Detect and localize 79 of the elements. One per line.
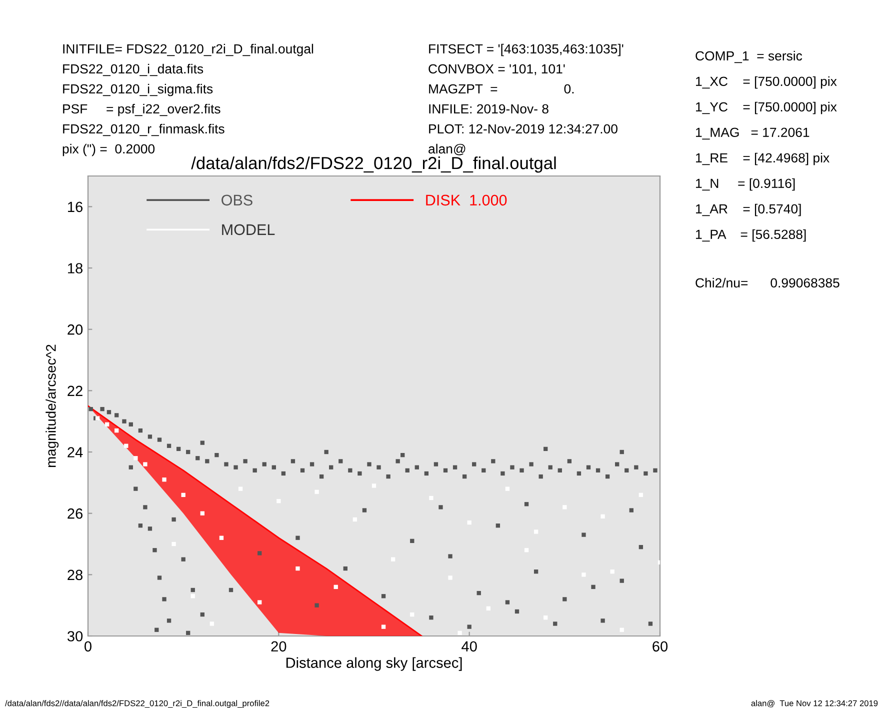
point <box>143 462 148 466</box>
point <box>238 486 243 491</box>
point <box>600 514 605 518</box>
x-tick-label: 20 <box>271 641 286 652</box>
x-tick-label: 60 <box>652 641 668 652</box>
point <box>638 492 644 498</box>
point <box>210 622 214 626</box>
text: alan@ Tue Nov 12 12:34:27 2019 <box>751 700 878 708</box>
y-tick-label: 26 <box>68 508 82 519</box>
point <box>534 530 538 534</box>
text: Chi2/nu= 0.99068385 <box>696 278 840 288</box>
point <box>124 444 128 448</box>
x-tick-label: 40 <box>462 641 477 652</box>
text: PSF = psf_i22_over2.fits <box>63 104 220 116</box>
legend-label: MODEL <box>222 224 275 236</box>
point <box>104 422 110 426</box>
text: CONVBOX = '101, 101' <box>428 64 565 76</box>
point <box>219 536 224 540</box>
y-tick-label: 22 <box>68 386 82 396</box>
point <box>448 576 452 580</box>
point <box>314 490 319 494</box>
point <box>562 505 567 510</box>
point <box>352 517 358 522</box>
text: FITSECT = '[463:1035,463:1035]' <box>429 44 624 56</box>
text: 1_AR = [0.5740] <box>696 204 801 216</box>
point <box>190 594 195 598</box>
text: COMP_1 = sersic <box>696 50 802 64</box>
point <box>200 511 204 516</box>
text: PLOT: 12-Nov-2019 12:34:27.00 <box>429 124 618 134</box>
text: INFILE: 2019-Nov- 8 <box>429 104 548 114</box>
point <box>372 484 376 488</box>
text: FDS22_0120_i_sigma.fits <box>63 84 213 96</box>
legend-label: DISK 1.000 <box>426 194 507 206</box>
point <box>610 570 614 574</box>
legend-label: OBS <box>222 194 252 206</box>
point <box>276 498 281 504</box>
point <box>114 428 119 433</box>
point <box>258 600 262 604</box>
point <box>429 496 434 500</box>
text: MAGZPT = 0. <box>429 84 574 94</box>
y-axis-title: magnitude/arcsec^2 <box>46 344 59 468</box>
x-tick-label: 0 <box>84 641 92 652</box>
y-tick-label: 20 <box>68 324 83 335</box>
point <box>544 616 548 620</box>
y-tick-label: 30 <box>67 631 83 642</box>
text: 1_N = [0.9116] <box>696 178 795 191</box>
point <box>582 572 586 577</box>
point <box>467 520 472 525</box>
point <box>334 584 338 590</box>
x-axis-title: Distance along sky [arcsec] <box>286 657 462 671</box>
point <box>486 606 490 610</box>
point <box>458 630 462 636</box>
text: FDS22_0120_i_data.fits <box>63 64 204 76</box>
text: 1_YC = [750.0000] pix <box>696 102 837 114</box>
text: 1_PA = [56.5288] <box>696 229 806 242</box>
y-tick-label: 24 <box>68 447 83 458</box>
point <box>524 548 529 552</box>
point <box>390 557 396 562</box>
point <box>381 624 386 629</box>
text: 1_RE = [42.4968] pix <box>696 152 830 166</box>
point <box>181 492 186 498</box>
point <box>162 478 166 482</box>
point <box>505 486 510 491</box>
chart-title: /data/alan/fds2/FDS22_0120_r2i_D_final.outgal <box>191 156 556 173</box>
y-tick-label: 16 <box>68 202 82 212</box>
point <box>620 628 624 632</box>
text: /data/alan/fds2//data/alan/fds2/FDS22_0120_r2i_D_final.outgal_profile2 <box>5 700 270 708</box>
y-tick-label: 18 <box>68 263 83 274</box>
point <box>134 456 138 460</box>
point <box>296 566 300 571</box>
text: alan@ <box>428 144 466 156</box>
text: FDS22_0120_r_finmask.fits <box>63 124 224 136</box>
text: 1_XC = [750.0000] pix <box>696 76 837 89</box>
text: pix (") = 0.2000 <box>62 144 155 156</box>
point <box>410 612 414 617</box>
point <box>172 542 176 546</box>
y-tick-label: 28 <box>68 570 83 580</box>
text: INITFILE= FDS22_0120_r2i_D_final.outgal <box>63 44 314 56</box>
text: 1_MAG = 17.2061 <box>696 128 810 140</box>
